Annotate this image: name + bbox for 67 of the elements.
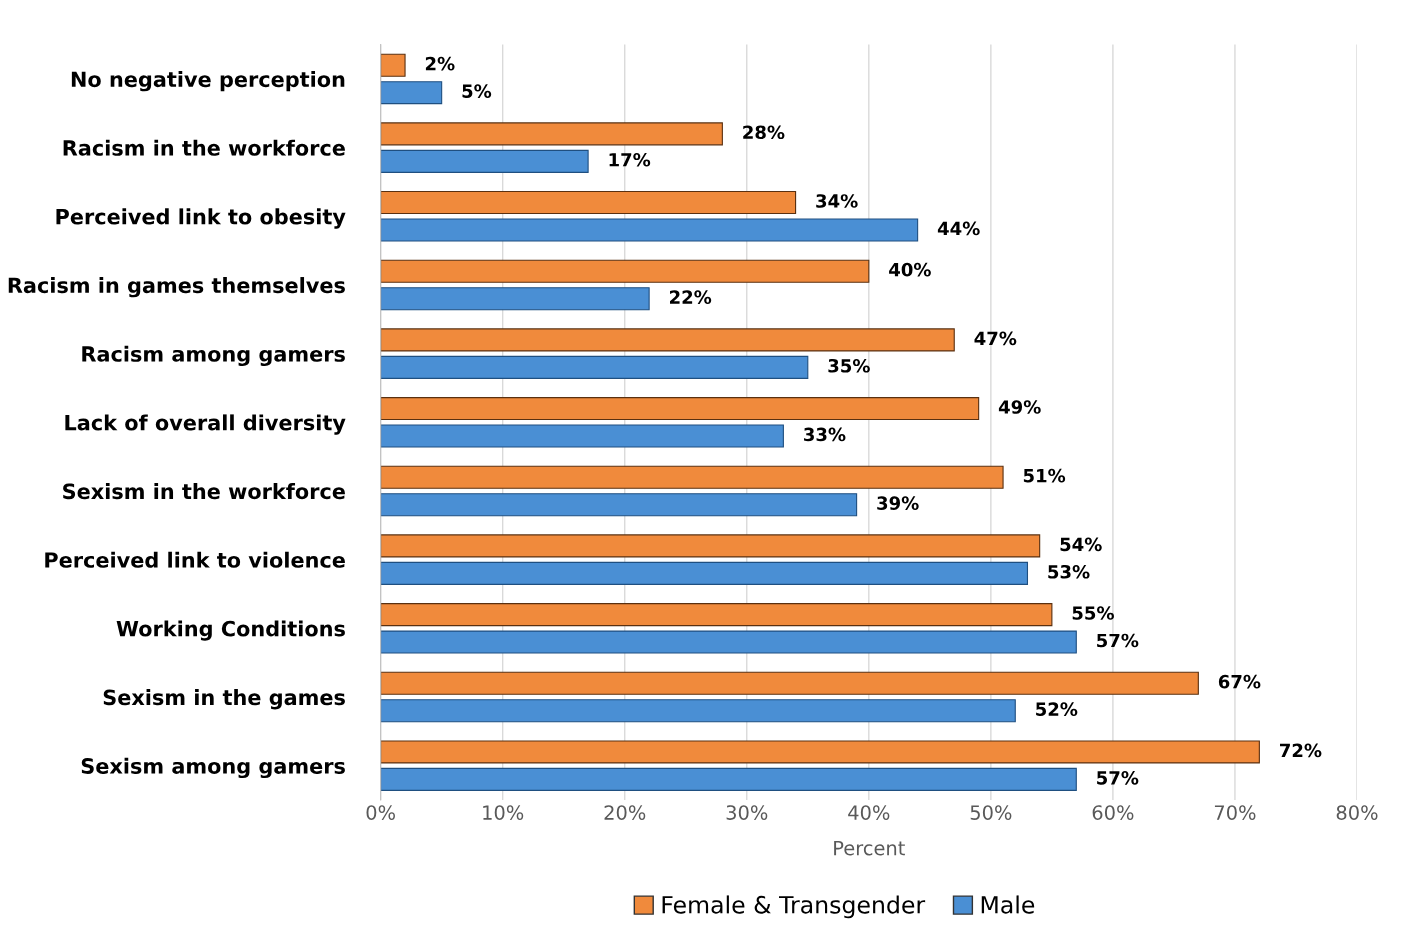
data-label: 52% — [1036, 702, 1078, 716]
bar — [380, 465, 1004, 489]
x-tick-label: 0% — [366, 805, 395, 820]
data-label: 49% — [998, 400, 1041, 414]
x-tick-label: 60% — [1092, 805, 1134, 820]
data-label: 57% — [1097, 770, 1139, 785]
data-label: 40% — [889, 262, 931, 277]
bar — [380, 259, 870, 283]
bar — [380, 630, 1077, 654]
legend-label: Male — [981, 895, 1035, 914]
bar — [380, 699, 1016, 723]
x-tick-label: 70% — [1214, 805, 1256, 820]
bar — [380, 424, 784, 448]
x-tick-label: 30% — [726, 805, 768, 820]
bar — [380, 671, 1199, 695]
y-tick-label: Perceived link to obesity — [56, 208, 346, 229]
data-label: 72% — [1280, 743, 1322, 758]
bar — [380, 493, 858, 517]
y-tick-label: Sexism in the games — [103, 689, 345, 710]
data-label: 39% — [877, 496, 919, 510]
y-tick-label: Working Conditions — [116, 620, 345, 641]
bar — [380, 740, 1260, 764]
bar — [380, 355, 809, 379]
data-label: 67% — [1218, 674, 1261, 689]
x-axis-title: Percent — [834, 840, 905, 856]
data-label: 53% — [1048, 564, 1090, 579]
bar — [380, 218, 919, 242]
data-label: 34% — [816, 194, 858, 208]
bar — [380, 561, 1029, 585]
x-tick-label: 50% — [970, 805, 1012, 820]
data-label: 22% — [670, 290, 712, 304]
bar — [380, 534, 1041, 558]
bar — [380, 287, 650, 311]
data-label: 17% — [609, 152, 651, 167]
y-tick-label: Sexism among gamers — [81, 757, 345, 779]
bar — [380, 328, 955, 352]
x-tick-label: 10% — [483, 805, 524, 820]
bar — [380, 149, 589, 173]
data-label: 51% — [1023, 468, 1066, 483]
data-label: 55% — [1072, 606, 1114, 620]
bar — [380, 767, 1077, 791]
bar — [380, 53, 406, 77]
x-tick-label: 40% — [848, 805, 890, 820]
y-tick-label: Perceived link to violence — [45, 551, 345, 568]
x-tick-label: 20% — [604, 805, 646, 820]
data-label: 57% — [1097, 633, 1139, 648]
bar — [380, 191, 797, 215]
x-tick-label: 80% — [1336, 805, 1378, 820]
data-label: 5% — [462, 84, 492, 98]
data-label: 2% — [425, 56, 455, 71]
data-label: 35% — [828, 358, 870, 373]
bar — [380, 81, 443, 105]
data-label: 44% — [937, 221, 980, 236]
y-tick-label: No negative perception — [71, 71, 345, 92]
bar — [380, 603, 1053, 627]
data-label: 54% — [1060, 537, 1102, 552]
data-label: 33% — [804, 427, 846, 442]
y-tick-label: Lack of overall diversity — [65, 414, 346, 435]
y-tick-label: Racism among gamers — [82, 345, 345, 367]
y-tick-label: Racism in the workforce — [63, 139, 345, 156]
data-label: 28% — [743, 125, 785, 140]
data-label: 47% — [974, 331, 1017, 346]
bar — [380, 122, 723, 146]
y-tick-label: Sexism in the workforce — [63, 483, 345, 500]
y-tick-label: Racism in games themselves — [8, 277, 345, 298]
legend-label: Female & Transgender — [662, 895, 926, 919]
bar — [380, 397, 980, 421]
